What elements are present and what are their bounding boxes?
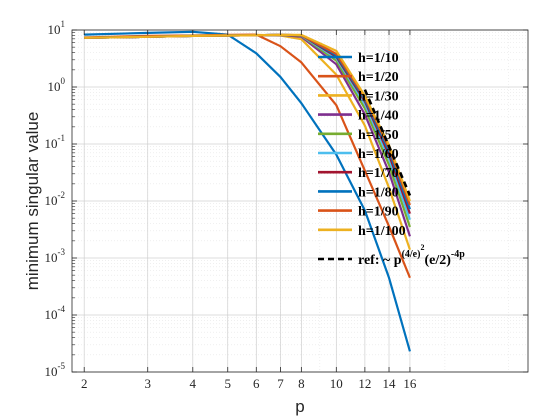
y-tick-label: 100 xyxy=(48,76,66,94)
grid-lines xyxy=(72,29,528,373)
x-tick-label: 10 xyxy=(330,376,343,391)
x-axis-label: p xyxy=(295,397,304,416)
legend-label-10: h=1/100 xyxy=(358,224,406,239)
x-tick-label: 14 xyxy=(383,376,397,391)
tick-labels: 2 3 4 5 6 7 8 10 12 14 16 10-5 10-4 10-3 10-2 10-1 100 10… xyxy=(45,19,417,391)
y-tick-label: 10-2 xyxy=(45,190,66,208)
x-tick-label: 7 xyxy=(277,376,284,391)
y-axis-label: minimum singular value xyxy=(23,112,42,291)
reference-line xyxy=(363,89,412,196)
y-tick-label: 10-3 xyxy=(45,247,66,265)
x-tick-label: 6 xyxy=(253,376,260,391)
legend-label-7: h=1/70 xyxy=(358,166,399,181)
series-line-1 xyxy=(84,30,411,352)
x-tick-label: 3 xyxy=(144,376,151,391)
x-tick-label: 12 xyxy=(358,376,371,391)
legend-label-3: h=1/30 xyxy=(358,89,399,104)
x-tick-label: 2 xyxy=(81,376,88,391)
legend-label-4: h=1/40 xyxy=(358,109,399,124)
y-tick-label: 101 xyxy=(48,19,66,37)
series-lines xyxy=(84,30,412,352)
legend-label-5: h=1/50 xyxy=(358,128,399,143)
y-tick-label: 10-5 xyxy=(45,361,66,379)
legend-label-6: h=1/60 xyxy=(358,147,399,162)
y-tick-label: 10-4 xyxy=(45,304,66,322)
x-tick-label: 5 xyxy=(224,376,231,391)
legend-label-reference: ref: ~ p(4/e)2(e/2)-4p xyxy=(358,243,465,268)
legend-label-2: h=1/20 xyxy=(358,70,399,85)
x-tick-label: 4 xyxy=(190,376,197,391)
tick-marks xyxy=(72,29,528,373)
x-tick-label: 8 xyxy=(298,376,305,391)
x-tick-label: 16 xyxy=(403,376,417,391)
legend: h=1/10 h=1/20 h=1/30 h=1/40 h=1/50 h=1/60 h=1/… xyxy=(318,51,465,268)
y-tick-label: 10-1 xyxy=(45,133,66,151)
legend-label-1: h=1/10 xyxy=(358,51,399,66)
legend-label-9: h=1/90 xyxy=(358,205,399,220)
legend-label-8: h=1/80 xyxy=(358,185,399,200)
